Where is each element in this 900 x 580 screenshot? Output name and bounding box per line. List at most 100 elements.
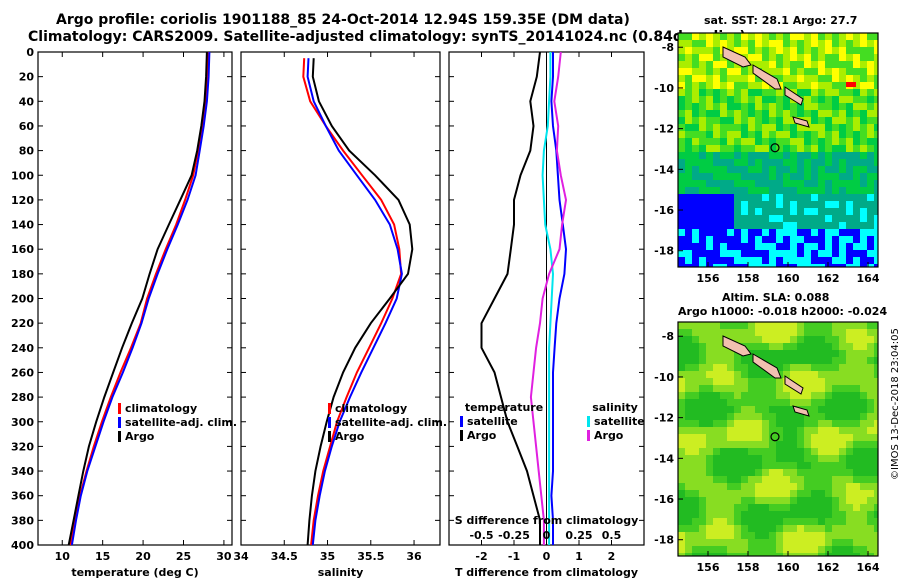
map-cell <box>727 322 734 329</box>
map-cell <box>776 413 783 420</box>
map-cell <box>762 194 769 201</box>
map-cell <box>825 159 832 166</box>
map-cell <box>874 427 878 434</box>
map-cell <box>860 236 867 243</box>
map-cell <box>762 124 769 131</box>
map-cell <box>762 476 769 483</box>
map-cell <box>825 525 832 532</box>
map-cell <box>741 378 748 385</box>
map-cell <box>853 54 860 61</box>
map-cell <box>741 329 748 336</box>
map-cell <box>685 525 692 532</box>
map-cell <box>853 364 860 371</box>
map-cell <box>874 329 878 336</box>
map-cell <box>720 222 727 229</box>
map-cell <box>678 117 685 124</box>
map-cell <box>685 448 692 455</box>
map-cell <box>762 406 769 413</box>
map-cell <box>678 89 685 96</box>
map-cell <box>748 243 755 250</box>
map-cell <box>811 329 818 336</box>
map-cell <box>853 159 860 166</box>
map-cell <box>769 469 776 476</box>
map-cell <box>839 434 846 441</box>
map-cell <box>783 103 790 110</box>
map-cell <box>839 236 846 243</box>
map-cell <box>797 33 804 40</box>
map-cell <box>741 371 748 378</box>
map-cell <box>811 553 818 556</box>
map-cell <box>811 427 818 434</box>
map-cell <box>818 350 825 357</box>
map-cell <box>685 264 692 267</box>
map-cell <box>776 553 783 556</box>
map-cell <box>685 222 692 229</box>
map-cell <box>811 350 818 357</box>
map-cell <box>825 469 832 476</box>
map-cell <box>797 61 804 68</box>
map-cell <box>874 553 878 556</box>
map-cell <box>860 378 867 385</box>
map-cell <box>755 322 762 329</box>
map-cell <box>748 222 755 229</box>
map-cell <box>860 82 867 89</box>
map-cell <box>797 399 804 406</box>
map-cell <box>713 497 720 504</box>
map-cell <box>853 236 860 243</box>
map-cell <box>713 131 720 138</box>
map-cell <box>706 413 713 420</box>
map-cell <box>874 243 878 250</box>
y-tick-label: 380 <box>11 514 34 527</box>
map-cell <box>790 173 797 180</box>
map-cell <box>818 490 825 497</box>
map-cell <box>783 413 790 420</box>
map-cell <box>797 392 804 399</box>
map-cell <box>839 166 846 173</box>
map-cell <box>783 490 790 497</box>
map-cell <box>741 469 748 476</box>
map-cell <box>706 201 713 208</box>
map-cell <box>874 47 878 54</box>
map-cell <box>748 257 755 264</box>
map-cell <box>797 131 804 138</box>
map-cell <box>678 497 685 504</box>
map-cell <box>713 546 720 553</box>
map-cell <box>692 124 699 131</box>
map-cell <box>762 448 769 455</box>
map-cell <box>706 40 713 47</box>
map-cell <box>727 490 734 497</box>
map-cell <box>734 103 741 110</box>
map-cell <box>874 518 878 525</box>
y-tick-label: 80 <box>19 145 35 158</box>
map-cell <box>860 138 867 145</box>
map-cell <box>685 469 692 476</box>
map-cell <box>720 532 727 539</box>
map-cell <box>846 392 853 399</box>
map-cell <box>769 539 776 546</box>
map-cell <box>741 208 748 215</box>
map-cell <box>839 33 846 40</box>
map-cell <box>706 462 713 469</box>
map-cell <box>727 399 734 406</box>
map-cell <box>727 476 734 483</box>
map-cell <box>860 166 867 173</box>
map-cell <box>825 483 832 490</box>
map-cell <box>853 68 860 75</box>
map-cell <box>825 399 832 406</box>
map-cell <box>825 110 832 117</box>
map-cell <box>874 525 878 532</box>
map-cell <box>748 371 755 378</box>
map-cell <box>853 194 860 201</box>
map-cell <box>769 180 776 187</box>
map-cell <box>678 357 685 364</box>
map-cell <box>783 68 790 75</box>
map-cell <box>699 329 706 336</box>
map-cell <box>734 539 741 546</box>
map-cell <box>846 322 853 329</box>
map-cell <box>678 378 685 385</box>
map-cell <box>832 264 839 267</box>
map-cell <box>713 250 720 257</box>
map-cell <box>692 371 699 378</box>
map-cell <box>769 89 776 96</box>
map-cell <box>818 194 825 201</box>
